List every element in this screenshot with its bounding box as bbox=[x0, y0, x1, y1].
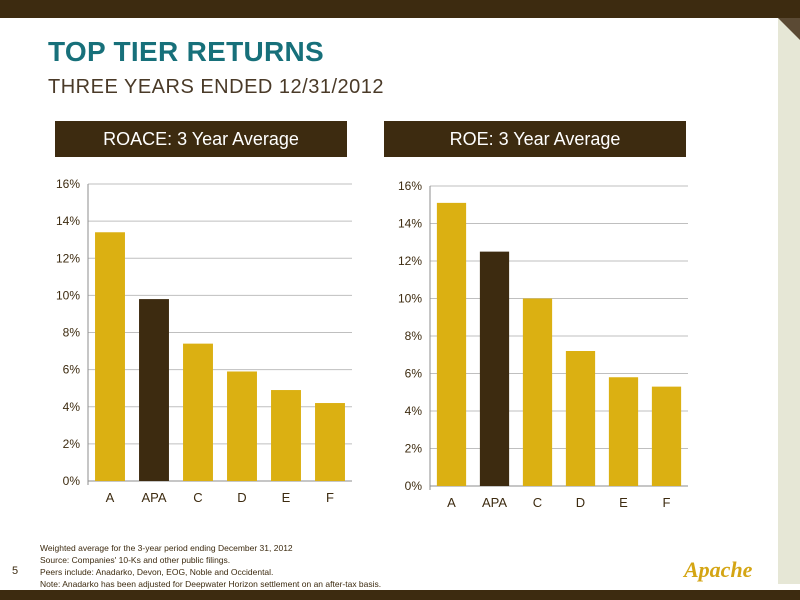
roe-y-tick-label: 8% bbox=[405, 329, 423, 343]
roace-x-tick-label: A bbox=[106, 490, 115, 505]
roace-x-tick-label: D bbox=[237, 490, 246, 505]
corner-decoration bbox=[778, 18, 800, 40]
roace-chart-header: ROACE: 3 Year Average bbox=[55, 121, 347, 157]
roace-bar-apa bbox=[139, 299, 169, 481]
roe-bar-d bbox=[565, 351, 596, 486]
roe-x-tick-label: E bbox=[619, 495, 628, 510]
footnote-source: Source: Companies' 10-Ks and other publi… bbox=[40, 555, 231, 565]
roe-chart-header: ROE: 3 Year Average bbox=[384, 121, 686, 157]
bottom-bar bbox=[0, 590, 800, 600]
roe-y-tick-label: 4% bbox=[405, 404, 423, 418]
roace-y-tick-label: 10% bbox=[56, 288, 80, 302]
roace-bar-f bbox=[315, 403, 345, 481]
roace-x-tick-label: C bbox=[193, 490, 202, 505]
roace-x-tick-label: F bbox=[326, 490, 334, 505]
right-side-panel bbox=[778, 18, 800, 584]
roe-y-tick-label: 14% bbox=[398, 217, 422, 231]
footnote-peers: Peers include: Anadarko, Devon, EOG, Nob… bbox=[40, 567, 274, 577]
roe-y-tick-label: 10% bbox=[398, 292, 422, 306]
footnotes: Weighted average for the 3-year period e… bbox=[40, 542, 381, 590]
roe-x-tick-label: C bbox=[533, 495, 542, 510]
roe-y-tick-label: 2% bbox=[405, 442, 423, 456]
roace-bar-a bbox=[95, 232, 125, 481]
roace-y-tick-label: 2% bbox=[63, 437, 81, 451]
roe-y-tick-label: 16% bbox=[398, 179, 422, 193]
roace-x-tick-label: E bbox=[282, 490, 291, 505]
roace-bar-e bbox=[271, 390, 301, 481]
footnote-note: Note: Anadarko has been adjusted for Dee… bbox=[40, 579, 382, 589]
roace-y-tick-label: 8% bbox=[63, 326, 81, 340]
roace-bar-c bbox=[183, 343, 213, 481]
roe-y-tick-label: 12% bbox=[398, 254, 422, 268]
apache-logo: Apache bbox=[684, 557, 753, 582]
page-number: 5 bbox=[12, 565, 19, 577]
top-bar bbox=[0, 0, 800, 18]
roace-y-tick-label: 6% bbox=[63, 363, 81, 377]
footnote-weighted-average: Weighted average for the 3-year period e… bbox=[40, 543, 293, 553]
roe-x-tick-label: D bbox=[576, 495, 585, 510]
roe-bar-f bbox=[651, 386, 682, 486]
roe-x-tick-label: F bbox=[663, 495, 671, 510]
slide-subtitle: THREE YEARS ENDED 12/31/2012 bbox=[48, 76, 385, 98]
roace-y-tick-label: 0% bbox=[63, 474, 81, 488]
roe-y-tick-label: 0% bbox=[405, 479, 423, 493]
roe-x-tick-label: A bbox=[447, 495, 456, 510]
roe-bar-e bbox=[608, 377, 639, 486]
roe-bar-c bbox=[522, 298, 553, 486]
roe-bar-a bbox=[436, 202, 467, 486]
roace-x-tick-label: APA bbox=[141, 490, 166, 505]
roace-bar-d bbox=[227, 371, 257, 481]
roace-y-tick-label: 16% bbox=[56, 177, 80, 191]
roace-y-tick-label: 14% bbox=[56, 214, 80, 228]
roace-y-tick-label: 12% bbox=[56, 251, 80, 265]
roe-y-tick-label: 6% bbox=[405, 367, 423, 381]
roace-y-tick-label: 4% bbox=[63, 400, 81, 414]
slide-title: TOP TIER RETURNS bbox=[48, 36, 325, 67]
roe-x-tick-label: APA bbox=[482, 495, 507, 510]
roe-bar-apa bbox=[479, 251, 510, 486]
